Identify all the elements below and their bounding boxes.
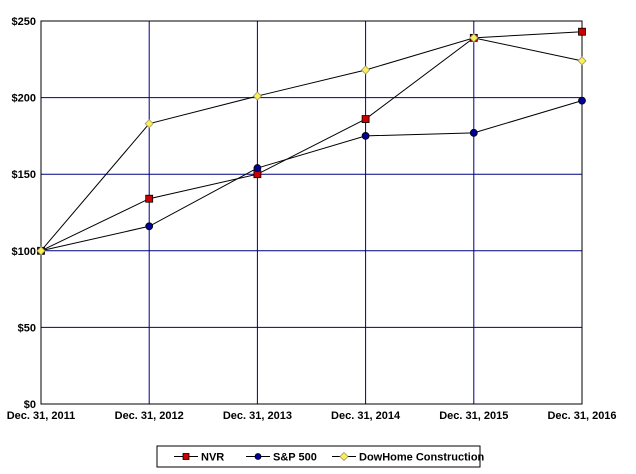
x-axis-tick-labels: Dec. 31, 2011 Dec. 31, 2012 Dec. 31, 2013 D… xyxy=(7,410,617,422)
x-tick-label: Dec. 31, 2014 xyxy=(331,410,401,422)
data-point-square xyxy=(145,194,154,203)
legend-marker-dowhome xyxy=(339,451,349,462)
data-point-circle xyxy=(469,128,478,137)
y-tick-label: $50 xyxy=(18,322,36,334)
x-tick-label: Dec. 31, 2015 xyxy=(439,410,508,422)
data-point-square xyxy=(578,27,586,36)
y-tick-label: $200 xyxy=(12,93,36,105)
data-point-square xyxy=(361,115,370,123)
legend-marker-sp500 xyxy=(254,453,262,460)
legend-marker-nvr xyxy=(182,453,190,460)
data-point-circle xyxy=(253,164,262,172)
data-point-circle xyxy=(145,222,154,231)
data-point-diamond xyxy=(252,91,262,101)
data-point-diamond xyxy=(361,65,371,75)
y-tick-label: $150 xyxy=(12,169,36,181)
y-tick-label: $250 xyxy=(12,16,36,28)
data-point-diamond xyxy=(469,33,479,43)
y-tick-label: $100 xyxy=(12,246,36,258)
series-lines xyxy=(40,31,583,252)
data-point-diamond xyxy=(144,119,154,129)
x-tick-label: Dec. 31, 2013 xyxy=(223,410,292,422)
data-point-diamond xyxy=(577,56,587,66)
data-point-circle xyxy=(578,96,586,105)
gridlines xyxy=(41,21,582,404)
x-tick-label: Dec. 31, 2012 xyxy=(115,410,184,422)
y-axis-tick-labels: $0 $50 $100 $150 $200 $250 xyxy=(12,16,36,411)
legend-item-sp500: S&P 500 xyxy=(246,452,317,464)
data-point-diamond xyxy=(36,246,46,256)
x-tick-label: Dec. 31, 2011 xyxy=(7,410,76,422)
y-tick-label: $0 xyxy=(24,399,36,411)
legend-box xyxy=(156,445,481,468)
legend-label-nvr: NVR xyxy=(201,452,224,464)
x-tick-label: Dec. 31, 2016 xyxy=(547,410,616,422)
legend-item-dowhome: DowHome Construction xyxy=(332,452,485,464)
series-markers xyxy=(36,27,587,256)
legend-item-nvr: NVR xyxy=(174,452,224,464)
series-line-2 xyxy=(40,37,583,252)
plot-frame xyxy=(40,20,583,405)
series-line-1 xyxy=(40,100,583,252)
data-point-circle xyxy=(361,131,370,140)
legend: NVR S&P 500 DowHome Construction xyxy=(156,445,485,468)
series-line-0 xyxy=(40,31,583,252)
legend-label-sp500: S&P 500 xyxy=(273,452,317,464)
legend-label-dowhome: DowHome Construction xyxy=(359,452,485,464)
